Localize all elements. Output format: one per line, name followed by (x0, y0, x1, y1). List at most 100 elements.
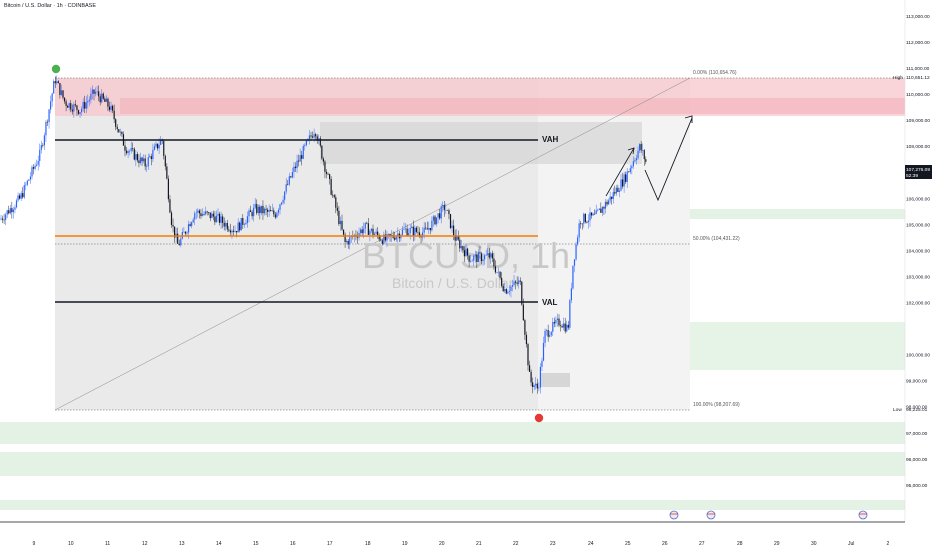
candle-body (276, 212, 278, 218)
candle-body (170, 212, 173, 225)
candle-body (239, 222, 241, 231)
candle-body (462, 246, 464, 251)
candle-body (528, 365, 531, 372)
candle-body (643, 150, 645, 160)
candle-body (226, 222, 228, 230)
candle-body (322, 158, 324, 162)
candle-body (504, 289, 506, 292)
candle-body (31, 167, 33, 177)
candle-body (127, 151, 129, 154)
candle-body (397, 233, 399, 237)
candle-body (129, 150, 131, 152)
candle-body (135, 154, 137, 160)
candle-body (555, 320, 557, 324)
candle-body (223, 222, 225, 227)
candle-body (600, 208, 602, 213)
candle-body (477, 252, 479, 263)
candle-body (448, 210, 450, 215)
candle-body (631, 166, 633, 169)
time-tick-label: 26 (662, 541, 668, 547)
candle-body (268, 210, 270, 212)
candle-body (183, 231, 185, 233)
time-axis[interactable]: 9 10 11 12 13 14 15 16 17 18 19 20 21 22 23 24 25 26 27 28 2… (0, 521, 905, 547)
candle-body (218, 213, 221, 223)
candle-body (267, 209, 269, 212)
candle-body (167, 178, 169, 200)
demand-zone-lower-2 (0, 452, 905, 476)
candle-body (538, 387, 540, 389)
candle-body (82, 101, 84, 109)
candle-body (449, 214, 452, 229)
candle-body (296, 160, 298, 169)
candle-body (570, 288, 572, 301)
candle-body (68, 103, 70, 108)
price-axis[interactable]: 113,000.00 112,000.00 111,000.00 110,000.00… (893, 0, 932, 522)
us-event-flags[interactable] (669, 510, 868, 520)
candle-body (155, 143, 157, 147)
candle-body (524, 320, 526, 335)
candle-body (525, 334, 528, 345)
candle-body (370, 228, 373, 231)
candle-body (422, 232, 424, 238)
candle-body (141, 157, 143, 162)
candle-body (237, 222, 239, 233)
candle-body (8, 210, 10, 214)
candle-body (499, 271, 501, 278)
candle-body (217, 213, 219, 216)
us-flag-icon[interactable] (706, 510, 716, 520)
time-tick-label: 25 (625, 541, 631, 547)
candle-body (404, 228, 407, 230)
candle-body (181, 232, 183, 239)
candle-body (491, 253, 493, 259)
us-flag-icon[interactable] (858, 510, 868, 520)
candle-body (259, 206, 261, 214)
candle-body (606, 201, 608, 205)
us-flag-icon[interactable] (669, 510, 679, 520)
candle-body (229, 230, 231, 233)
candle-body (618, 190, 621, 192)
projection-arrow-head-1 (627, 147, 635, 155)
candle-body (245, 223, 247, 225)
candle-body (380, 239, 382, 241)
time-tick-label: 23 (550, 541, 556, 547)
candle-body (532, 382, 534, 388)
candle-body (169, 199, 171, 213)
candle-body (14, 207, 16, 210)
candle-body (211, 213, 213, 219)
price-tick-label: 100,000.00 (906, 353, 930, 359)
candle-body (105, 98, 107, 102)
candle-body (480, 253, 483, 262)
candle-body (206, 211, 208, 213)
candle-body (301, 155, 303, 159)
time-tick-label: 18 (365, 541, 371, 547)
candle-body (201, 214, 204, 216)
candle-body (6, 210, 8, 215)
candle-body (395, 236, 397, 240)
price-tick-label: 96,000.00 (906, 457, 928, 463)
candle-body (623, 174, 625, 187)
candle-body (302, 146, 304, 159)
time-tick-label: 16 (290, 541, 296, 547)
candle-body (84, 101, 86, 109)
candle-body (608, 200, 610, 205)
candle-body (42, 145, 44, 146)
candle-body (502, 285, 504, 292)
candle-body (164, 155, 166, 167)
candle-body (172, 224, 174, 227)
candle-body (310, 135, 312, 137)
candle-body (327, 173, 329, 175)
candle-body (32, 167, 35, 169)
candle-body (232, 230, 235, 232)
time-tick-label: 20 (439, 541, 445, 547)
price-tick-label: 97,000.00 (906, 431, 928, 437)
candle-body (63, 97, 66, 102)
candle-body (516, 282, 518, 284)
candle-body (3, 219, 5, 221)
candle-body (635, 158, 638, 161)
candle-body (263, 208, 266, 214)
candle-body (620, 179, 622, 191)
candle-body (553, 322, 555, 324)
candle-body (604, 201, 607, 209)
